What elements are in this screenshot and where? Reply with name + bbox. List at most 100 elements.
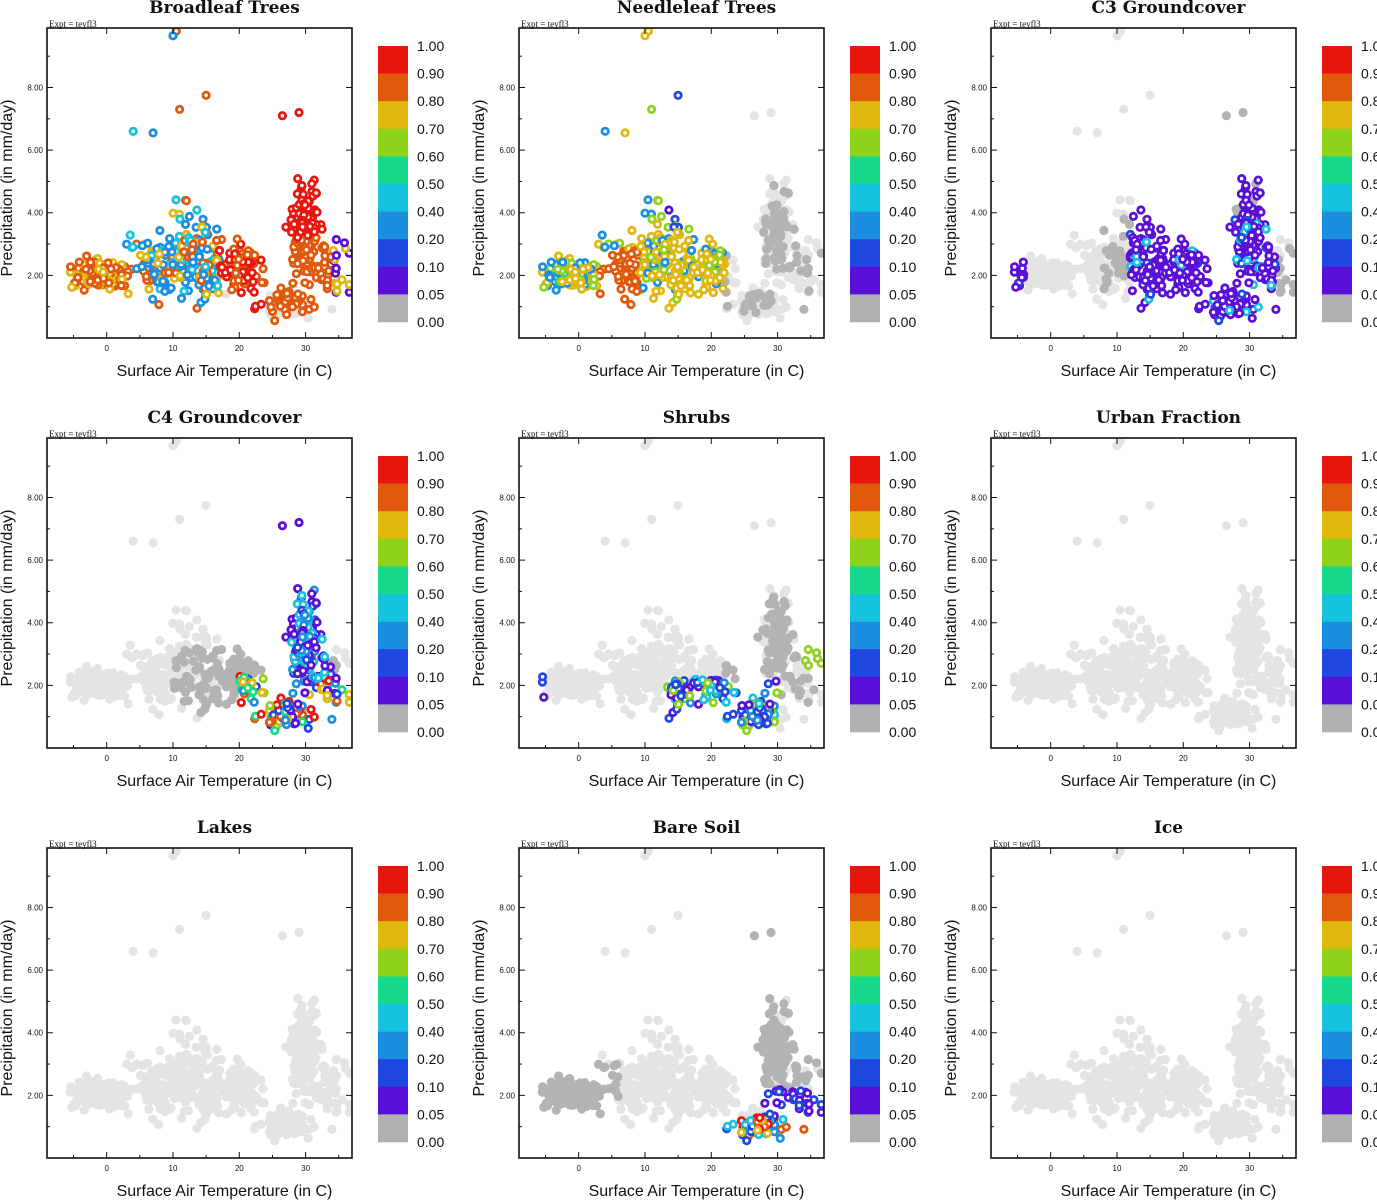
x-axis-label: Surface Air Temperature (in C): [117, 773, 333, 790]
point-background: [640, 618, 650, 628]
point-fraction: [179, 286, 189, 296]
point-zero: [1119, 271, 1129, 281]
point-fraction: [625, 258, 635, 268]
expt-label: Expt = teyfl3: [521, 19, 569, 29]
point-background: [81, 674, 91, 684]
point-zero: [728, 665, 738, 675]
point-background: [816, 287, 824, 297]
plot-frame: [46, 27, 353, 339]
point-fraction: [322, 690, 332, 700]
point-fraction: [674, 289, 684, 299]
point-background: [1194, 660, 1204, 670]
point-fraction: [297, 180, 307, 191]
point-fraction: [320, 242, 330, 252]
point-fraction: [664, 303, 674, 313]
point-background: [647, 514, 657, 524]
point-zero: [197, 647, 207, 657]
colorbar-label: 0.10: [417, 669, 444, 685]
point-fraction: [626, 249, 636, 259]
point-background: [656, 621, 666, 631]
point-fraction: [1231, 227, 1241, 237]
point-fraction: [67, 282, 77, 292]
point-fraction: [597, 230, 607, 240]
x-tick-label: 20: [235, 754, 244, 763]
point-zero: [1124, 219, 1135, 229]
x-tick-label: 30: [1245, 344, 1254, 353]
point-fraction: [236, 287, 246, 298]
point-background: [1146, 699, 1156, 709]
point-zero: [792, 652, 802, 662]
point-fraction: [1176, 234, 1186, 244]
point-fraction: [180, 219, 191, 229]
point-fraction: [1244, 200, 1254, 210]
point-fraction: [184, 211, 194, 221]
point-background: [779, 589, 789, 599]
point-background: [1119, 104, 1129, 114]
x-tick-label: 0: [104, 754, 109, 763]
point-fraction: [1177, 275, 1187, 285]
point-background: [1138, 662, 1148, 672]
point-fraction: [671, 270, 681, 280]
colorbar-label: 1.00: [889, 448, 916, 464]
point-background: [775, 313, 785, 323]
point-fraction: [693, 699, 704, 709]
point-background: [1092, 704, 1102, 714]
point-zero: [783, 188, 793, 198]
point-fraction: [98, 267, 108, 277]
point-background: [706, 664, 716, 674]
point-background: [684, 634, 694, 644]
point-zero: [762, 657, 772, 667]
scatter-points: [537, 438, 824, 736]
y-tick-label: 8.00: [27, 83, 43, 92]
point-fraction: [754, 698, 764, 709]
point-fraction: [704, 234, 714, 244]
point-background: [1132, 667, 1142, 677]
point-fraction: [1257, 263, 1267, 273]
point-background: [1067, 289, 1077, 299]
point-background: [1069, 640, 1079, 650]
point-fraction: [648, 293, 659, 303]
point-fraction: [281, 222, 291, 232]
point-background: [1069, 230, 1079, 240]
point-background: [804, 279, 814, 289]
point-fraction: [1126, 270, 1136, 280]
point-fraction: [607, 250, 618, 260]
point-background: [626, 710, 636, 720]
point-background: [184, 621, 194, 631]
point-background: [1092, 128, 1102, 138]
point-fraction: [1146, 244, 1156, 254]
colorbar-swatch: [378, 184, 408, 212]
point-background: [1109, 234, 1119, 244]
point-fraction: [232, 234, 242, 244]
point-fraction: [293, 699, 303, 709]
point-fraction: [289, 629, 299, 639]
point-background: [66, 672, 76, 682]
point-fraction: [1241, 180, 1251, 191]
point-background: [160, 696, 170, 706]
point-background: [154, 659, 164, 669]
point-fraction: [1237, 289, 1247, 299]
point-background: [1146, 654, 1156, 664]
colorbar-swatch: [378, 538, 408, 567]
point-fraction: [588, 280, 598, 291]
point-background: [1115, 605, 1125, 615]
x-tick-label: 10: [169, 344, 178, 353]
point-background: [640, 670, 650, 680]
point-background: [1176, 644, 1186, 654]
point-fraction: [289, 219, 299, 229]
point-fraction: [1194, 250, 1204, 260]
point-fraction: [298, 256, 308, 266]
point-fraction: [1264, 251, 1274, 261]
point-background: [1072, 242, 1082, 252]
point-background: [1123, 657, 1133, 667]
point-fraction: [1175, 268, 1185, 278]
point-fraction: [1141, 237, 1151, 247]
point-fraction: [288, 688, 298, 698]
point-fraction: [765, 699, 775, 709]
y-axis-label: Precipitation (in mm/day): [471, 100, 488, 277]
point-fraction: [181, 196, 191, 206]
point-fraction: [297, 590, 307, 601]
point-fraction: [137, 241, 147, 251]
